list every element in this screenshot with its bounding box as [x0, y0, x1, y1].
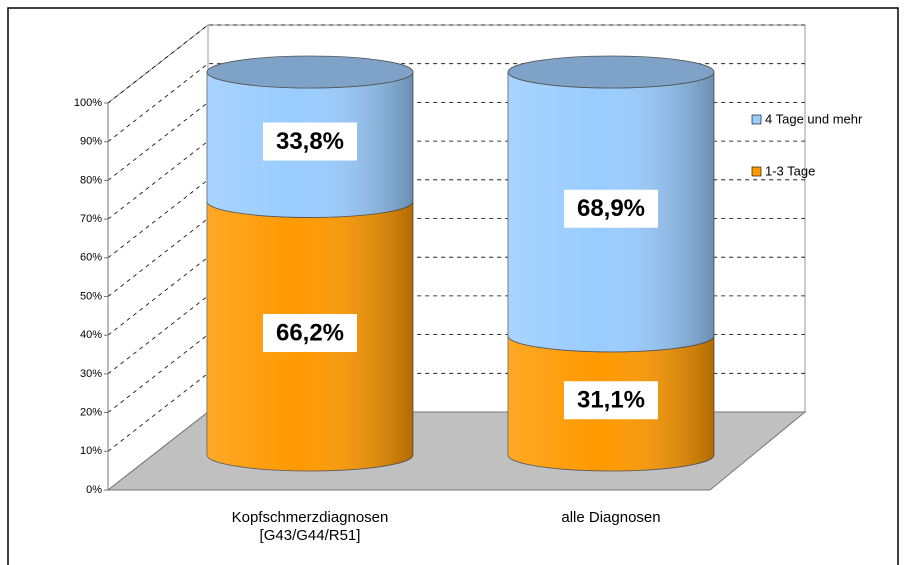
cylinder-top: [507, 55, 715, 89]
value-label: 66,2%: [276, 319, 344, 346]
value-label-box: [263, 122, 357, 161]
chart-border: [7, 7, 899, 565]
grid-line: [107, 63, 805, 143]
side-wall: [107, 23, 209, 492]
grid-line: [107, 372, 805, 452]
legend-swatch: [751, 166, 762, 177]
grid-line: [107, 24, 805, 104]
y-tick-label: 80%: [80, 174, 102, 186]
y-tick-label: 30%: [80, 368, 102, 380]
plot: 0% 10% 20% 30% 40% 50% 60% 70% 80% 90% 100% 66,2% 33…: [74, 23, 863, 496]
grid-line: [107, 102, 805, 181]
y-tick-label: 100%: [74, 97, 102, 109]
grid-line: [107, 179, 805, 259]
y-tick-label: 40%: [80, 329, 102, 341]
value-label: 68,9%: [577, 195, 645, 222]
grid-line: [107, 295, 805, 375]
y-tick-label: 20%: [80, 407, 102, 419]
grid-line: [107, 218, 805, 297]
value-label-box: [263, 314, 357, 353]
x-tick-label: Kopfschmerzdiagnosen [G43/G44/R51]: [231, 509, 389, 544]
legend-label: 1-3 Tage: [765, 163, 815, 178]
y-tick-label: 60%: [80, 252, 102, 264]
y-tick-label: 70%: [80, 213, 102, 225]
legend-swatch: [751, 114, 762, 125]
x-tick-label: alle Diagnosen: [561, 509, 661, 526]
cylinder-top: [206, 55, 414, 89]
legend-label: 4 Tage und mehr: [765, 111, 863, 126]
value-label: 31,1%: [577, 387, 645, 414]
grid-line: [107, 334, 805, 413]
value-label-box: [564, 381, 658, 420]
y-tick-label: 10%: [80, 445, 102, 457]
grid-line: [107, 256, 805, 336]
value-label-box: [564, 189, 658, 228]
y-tick-label: 90%: [80, 136, 102, 148]
value-label: 33,8%: [276, 128, 344, 155]
grid-line: [107, 140, 805, 220]
y-tick-label: 0%: [86, 484, 102, 496]
y-tick-label: 50%: [80, 290, 102, 302]
